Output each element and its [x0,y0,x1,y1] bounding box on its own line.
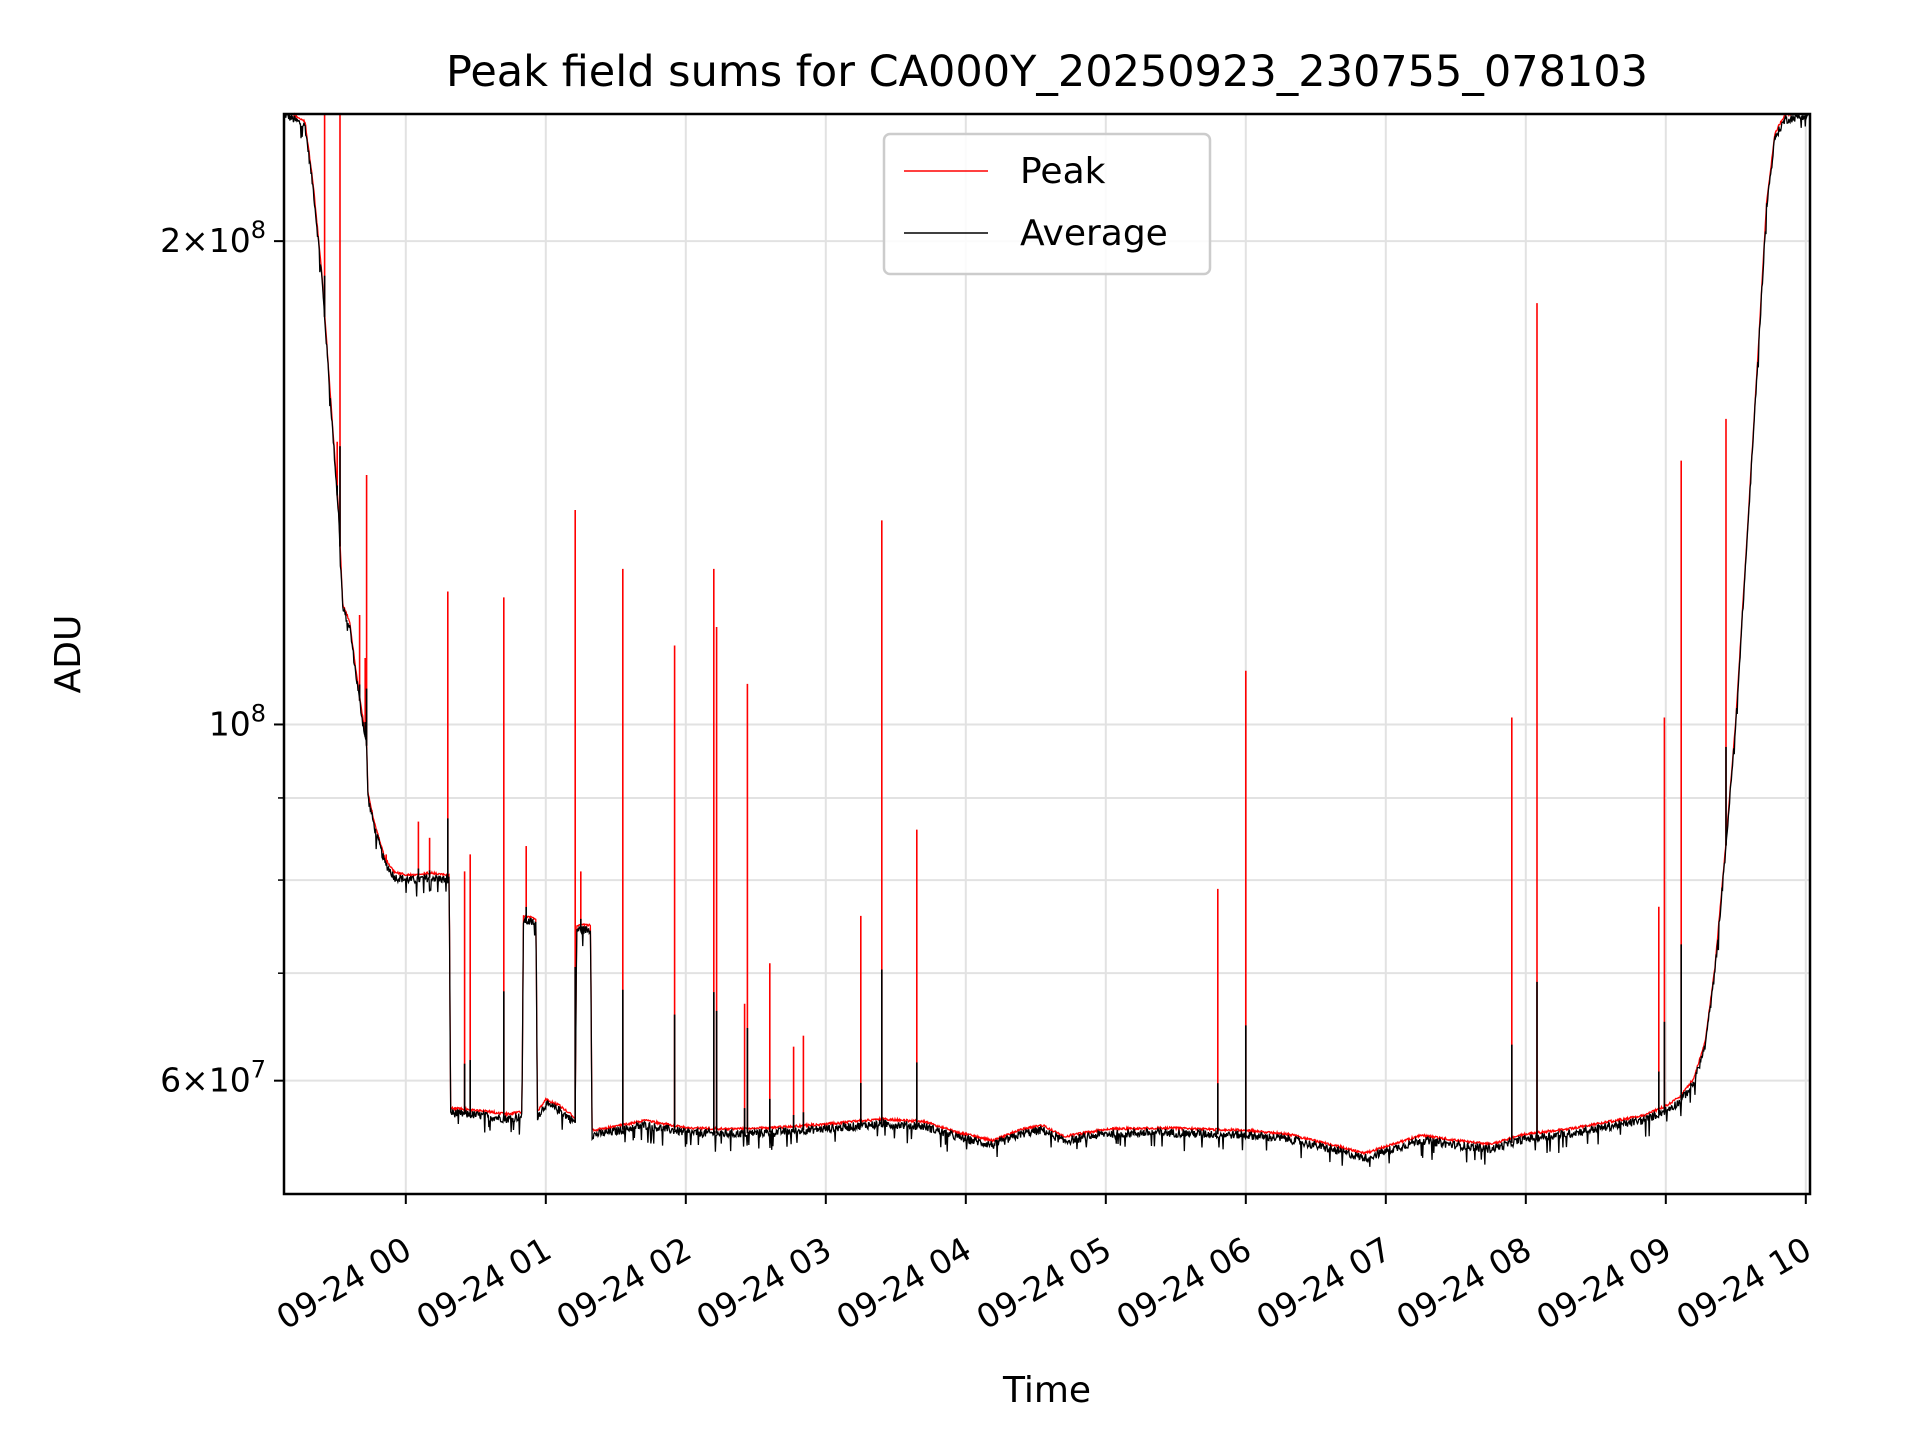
x-axis-title: Time [1002,1370,1091,1411]
chart-title: Peak field sums for CA000Y_20250923_2307… [446,47,1648,97]
y-axis-ticks: 6×107 108 2×108 [160,216,284,1100]
plot-frame [282,112,1812,1196]
legend: Peak Average [882,132,1212,276]
y-tick-label: 108 [209,699,266,743]
y-axis-title: ADU [48,615,89,694]
peak-series-line [284,112,1810,1156]
plot-series [284,112,1811,1167]
y-tick-label: 6×107 [160,1056,266,1100]
legend-peak-label: Peak [1020,151,1106,192]
legend-box [882,132,1212,276]
y-tick-label: 2×108 [160,216,266,260]
average-series-line [284,112,1811,1167]
legend-average-label: Average [1020,213,1168,254]
